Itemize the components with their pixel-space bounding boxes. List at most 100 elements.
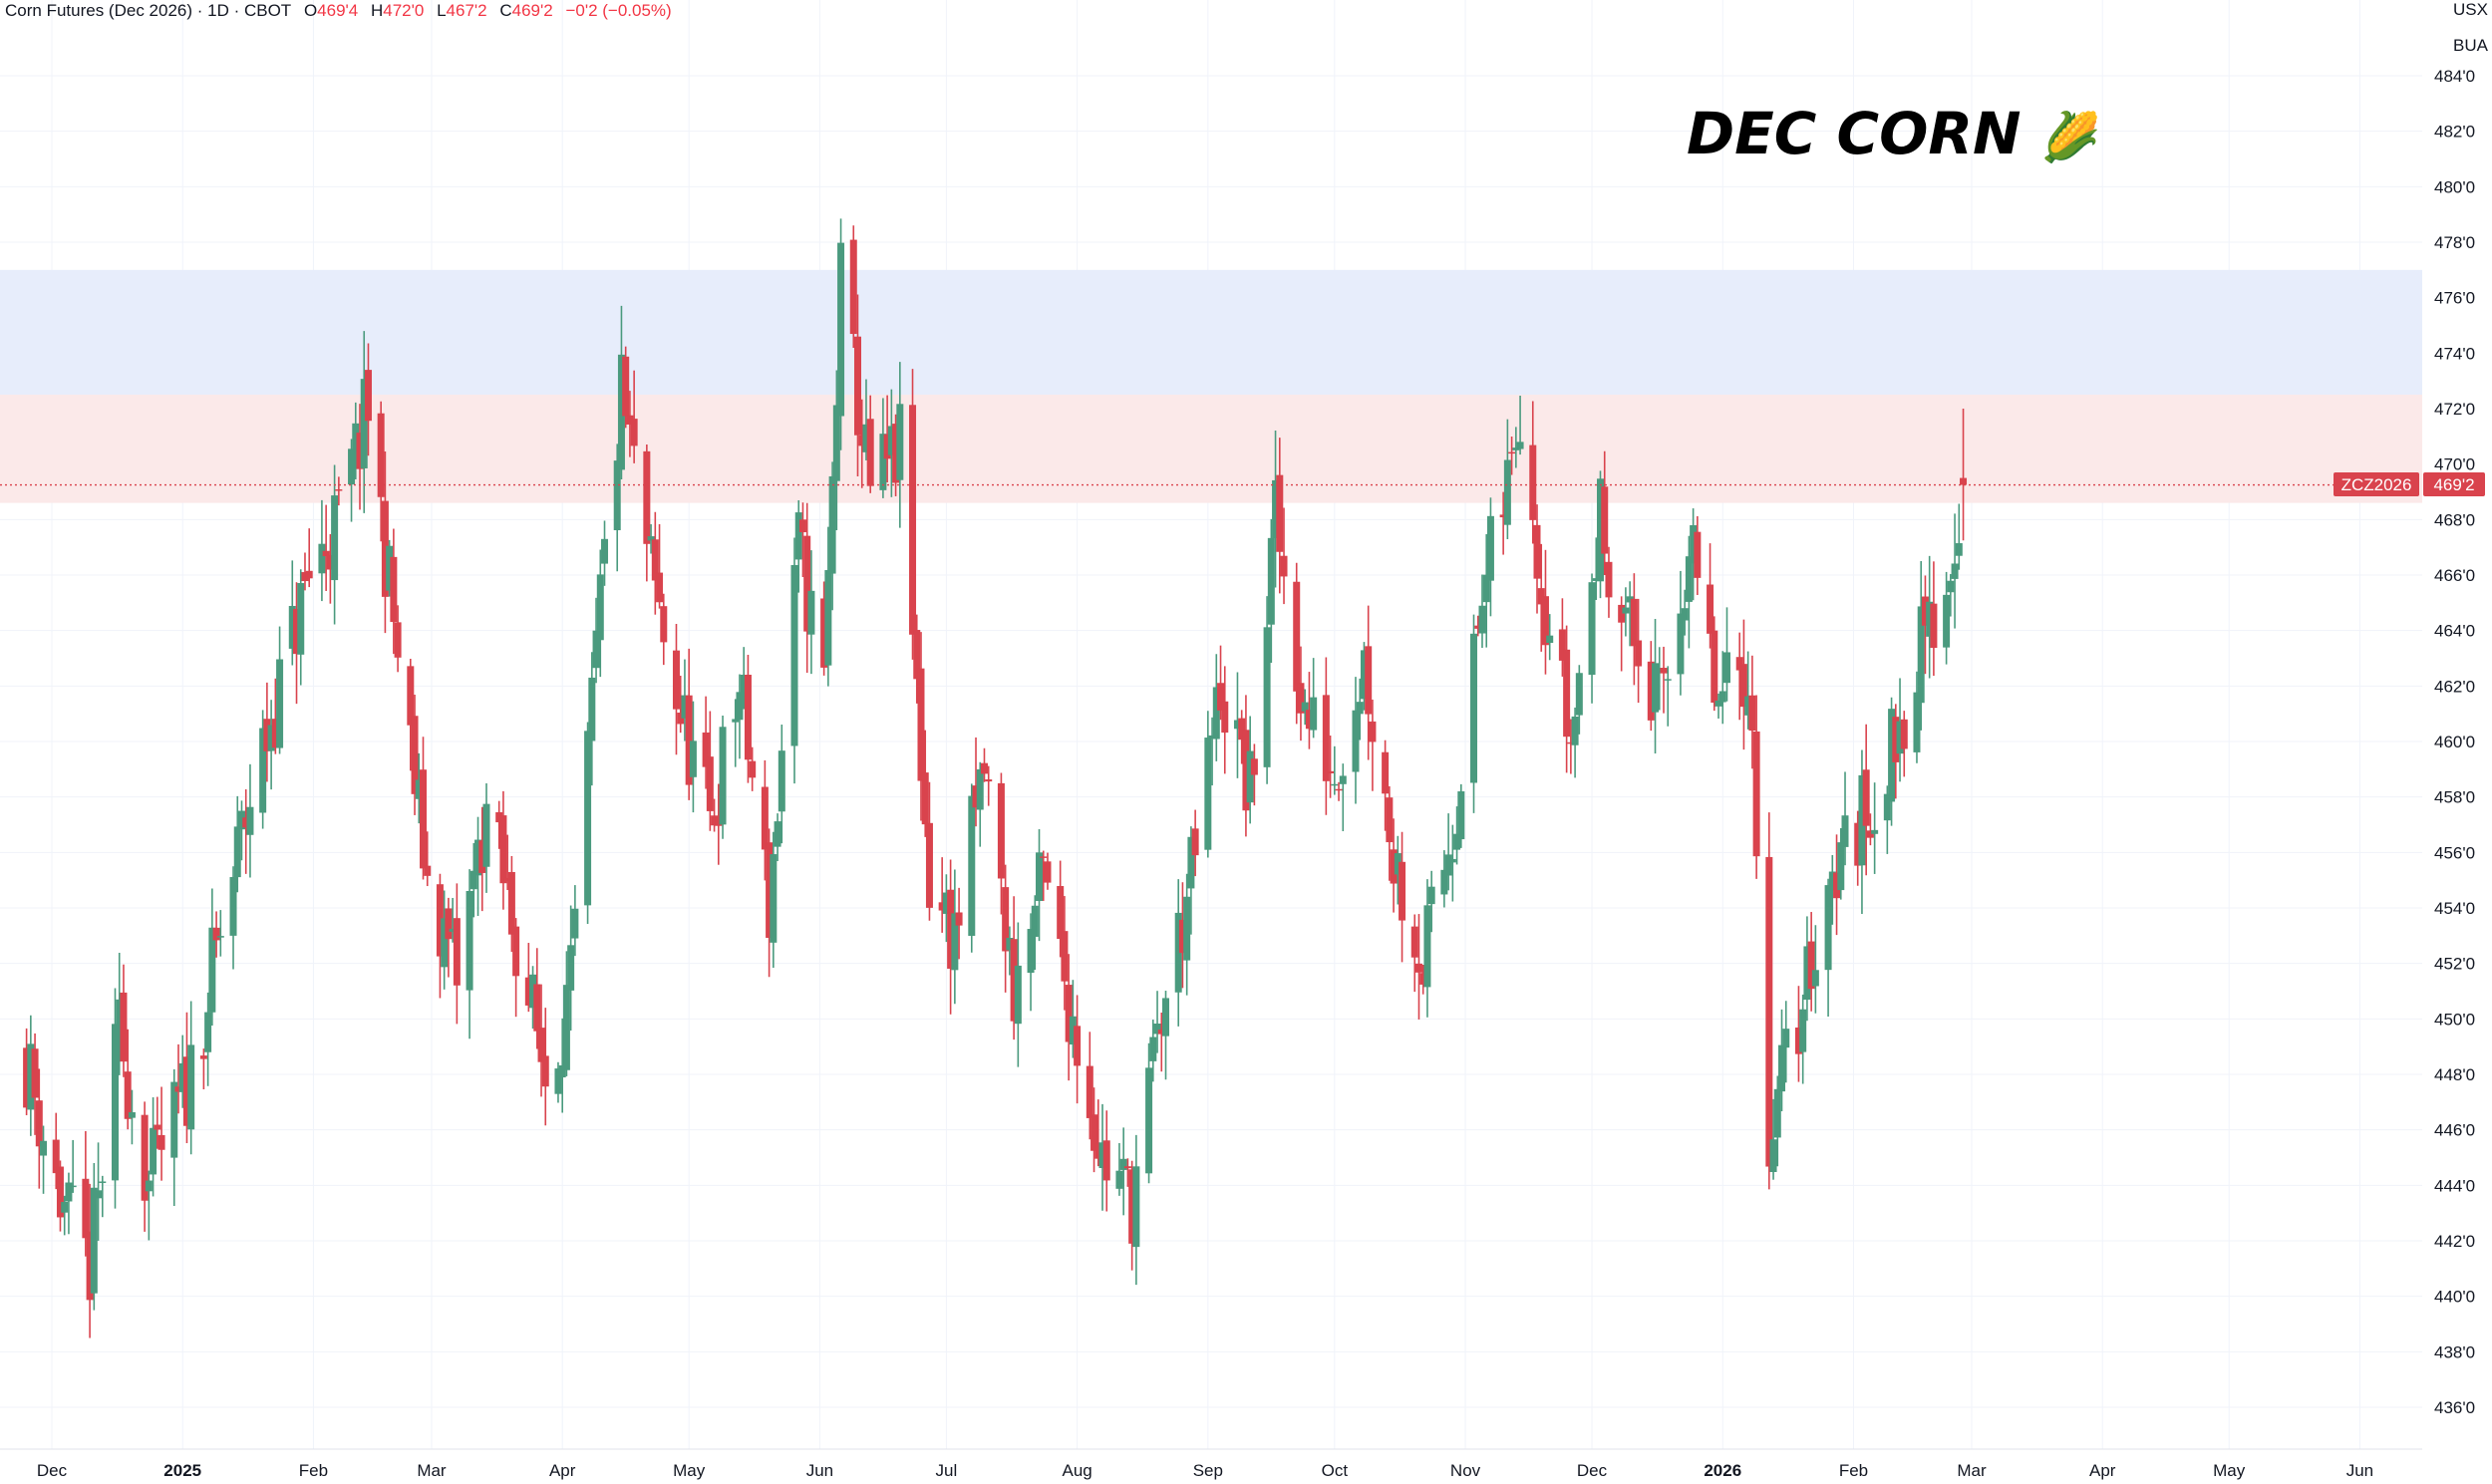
- candle-body[interactable]: [832, 405, 840, 481]
- candle-body[interactable]: [837, 242, 845, 417]
- candle-body[interactable]: [1090, 1114, 1098, 1151]
- candle-body[interactable]: [1837, 842, 1845, 891]
- candle-body[interactable]: [390, 556, 398, 623]
- candle-body[interactable]: [938, 902, 946, 911]
- candle-body[interactable]: [1263, 627, 1271, 767]
- candle-body[interactable]: [466, 890, 473, 991]
- candle-body[interactable]: [1546, 635, 1554, 644]
- candle-body[interactable]: [1238, 718, 1246, 741]
- candle-body[interactable]: [1828, 871, 1836, 891]
- candle-body[interactable]: [352, 423, 360, 452]
- candle-body[interactable]: [61, 1201, 69, 1213]
- candle-body[interactable]: [1293, 581, 1301, 692]
- candle-body[interactable]: [124, 1071, 132, 1119]
- candle-body[interactable]: [1065, 985, 1073, 1042]
- candle-body[interactable]: [567, 945, 575, 991]
- candle-body[interactable]: [1782, 1029, 1790, 1048]
- candle-body[interactable]: [1921, 596, 1929, 626]
- candle-body[interactable]: [1267, 537, 1275, 625]
- candle-body[interactable]: [386, 545, 394, 591]
- candle-body[interactable]: [972, 785, 980, 808]
- candle-body[interactable]: [1457, 791, 1465, 840]
- candle-body[interactable]: [1031, 905, 1039, 937]
- candle-body[interactable]: [913, 630, 921, 680]
- candle-body[interactable]: [86, 1231, 94, 1301]
- candle-body[interactable]: [1242, 730, 1250, 811]
- candle-body[interactable]: [711, 815, 719, 826]
- candle-body[interactable]: [1305, 710, 1313, 730]
- candle-body[interactable]: [1567, 742, 1575, 744]
- candle-body[interactable]: [507, 871, 515, 935]
- candle-body[interactable]: [445, 908, 453, 940]
- candle-body[interactable]: [1002, 887, 1010, 952]
- candle-body[interactable]: [1153, 1024, 1161, 1035]
- candle-body[interactable]: [348, 448, 356, 485]
- candle-body[interactable]: [1803, 946, 1811, 1001]
- candle-body[interactable]: [921, 772, 929, 825]
- candle-body[interactable]: [909, 405, 917, 635]
- candle-body[interactable]: [1862, 769, 1870, 826]
- candle-body[interactable]: [288, 605, 296, 649]
- candle-body[interactable]: [1123, 1166, 1131, 1169]
- candle-body[interactable]: [415, 779, 423, 799]
- candle-body[interactable]: [411, 716, 419, 794]
- candle-body[interactable]: [322, 550, 330, 557]
- candle-body[interactable]: [533, 984, 541, 1032]
- candle-body[interactable]: [65, 1182, 73, 1202]
- candle-body[interactable]: [187, 1044, 195, 1130]
- candle-body[interactable]: [672, 650, 680, 710]
- candle-body[interactable]: [276, 659, 284, 748]
- candle-body[interactable]: [858, 435, 866, 446]
- candle-body[interactable]: [1453, 833, 1461, 850]
- candle-body[interactable]: [702, 732, 710, 767]
- candle-body[interactable]: [647, 536, 655, 541]
- candle-body[interactable]: [715, 815, 723, 826]
- candle-body[interactable]: [677, 713, 685, 725]
- candle-body[interactable]: [1690, 525, 1698, 564]
- candle-body[interactable]: [1854, 822, 1862, 866]
- candle-body[interactable]: [360, 379, 368, 468]
- candle-body[interactable]: [1132, 1166, 1140, 1248]
- candle-body[interactable]: [719, 727, 727, 825]
- candle-body[interactable]: [1685, 556, 1693, 602]
- candle-body[interactable]: [1250, 758, 1258, 775]
- candle-body[interactable]: [1652, 663, 1660, 713]
- candle-body[interactable]: [1352, 710, 1360, 772]
- candle-body[interactable]: [1162, 998, 1170, 1037]
- candle-body[interactable]: [356, 433, 364, 469]
- candle-body[interactable]: [1208, 735, 1216, 740]
- candle-body[interactable]: [883, 434, 891, 459]
- candle-body[interactable]: [1951, 563, 1959, 579]
- candle-body[interactable]: [1858, 774, 1866, 866]
- candle-body[interactable]: [1647, 661, 1655, 721]
- candle-body[interactable]: [1516, 442, 1524, 449]
- candle-body[interactable]: [824, 570, 832, 666]
- candle-body[interactable]: [1711, 630, 1718, 704]
- candle-body[interactable]: [1057, 886, 1065, 940]
- candle-body[interactable]: [297, 583, 305, 655]
- candle-body[interactable]: [95, 1190, 103, 1199]
- candle-body[interactable]: [685, 695, 693, 785]
- candle-body[interactable]: [1486, 515, 1494, 581]
- candle-body[interactable]: [216, 936, 224, 938]
- candle-body[interactable]: [1588, 582, 1596, 676]
- candle-body[interactable]: [1119, 1158, 1127, 1170]
- candle-body[interactable]: [1841, 815, 1849, 847]
- candle-body[interactable]: [1414, 963, 1422, 973]
- candle-body[interactable]: [558, 1064, 566, 1078]
- candle-body[interactable]: [1382, 751, 1390, 794]
- candle-body[interactable]: [1301, 702, 1309, 712]
- candle-body[interactable]: [267, 725, 275, 751]
- candle-body[interactable]: [896, 404, 904, 480]
- candle-body[interactable]: [99, 1181, 107, 1183]
- candle-body[interactable]: [478, 840, 486, 873]
- candle-body[interactable]: [794, 512, 802, 560]
- candle-body[interactable]: [1618, 604, 1626, 623]
- candle-body[interactable]: [1094, 1143, 1102, 1159]
- candle-body[interactable]: [537, 1028, 545, 1062]
- candle-body[interactable]: [204, 1012, 212, 1052]
- candle-body[interactable]: [1183, 896, 1191, 961]
- candle-body[interactable]: [1529, 445, 1537, 520]
- candle-body[interactable]: [364, 370, 372, 422]
- candle-body[interactable]: [499, 815, 507, 884]
